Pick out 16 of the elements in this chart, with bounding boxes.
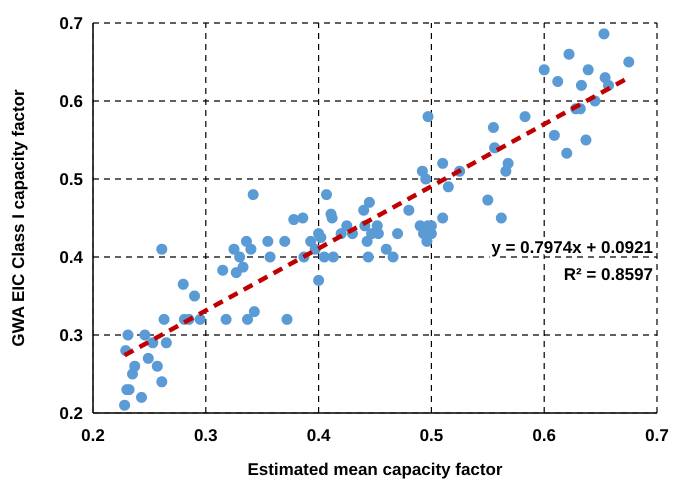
x-tick-label: 0.2 bbox=[81, 426, 105, 445]
y-tick-label: 0.4 bbox=[59, 248, 84, 267]
y-tick-label: 0.5 bbox=[59, 170, 83, 189]
annotation: R² = 0.8597 bbox=[564, 265, 653, 284]
x-tick-label: 0.7 bbox=[645, 426, 669, 445]
x-axis-title: Estimated mean capacity factor bbox=[247, 460, 503, 479]
y-tick-label: 0.3 bbox=[59, 326, 83, 345]
x-tick-label: 0.6 bbox=[532, 426, 556, 445]
x-tick-label: 0.5 bbox=[420, 426, 444, 445]
annotation: y = 0.7974x + 0.0921 bbox=[491, 238, 653, 257]
x-tick-label: 0.4 bbox=[306, 426, 331, 445]
y-tick-label: 0.2 bbox=[59, 404, 83, 423]
y-tick-label: 0.7 bbox=[59, 14, 83, 33]
x-tick-label: 0.3 bbox=[194, 426, 218, 445]
y-tick-label: 0.6 bbox=[59, 92, 83, 111]
y-axis-title: GWA EIC Class I capacity factor bbox=[9, 88, 28, 347]
